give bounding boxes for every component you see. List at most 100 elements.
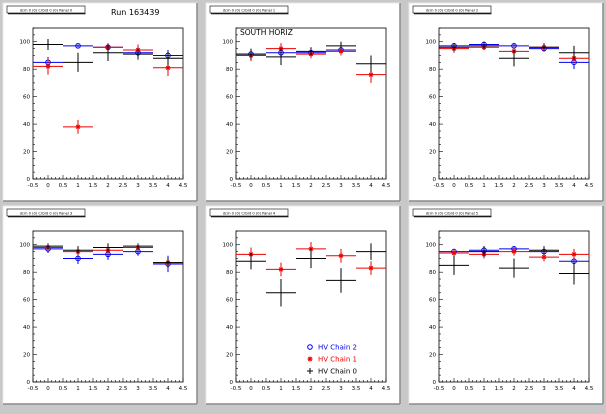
x-tick-label: 1 bbox=[482, 386, 486, 392]
y-tick-label: 0 bbox=[230, 380, 234, 386]
x-tick-label: 4.5 bbox=[179, 183, 188, 189]
panel-background bbox=[205, 205, 401, 405]
y-axis: 0 20 40 60 80 100 bbox=[426, 230, 443, 386]
data-point bbox=[236, 48, 266, 60]
panel-title: dcm 0 (0) Crbrd 0 (0) Panel 5 bbox=[426, 211, 478, 215]
y-tick-label: 100 bbox=[20, 243, 31, 249]
x-tick-label: 4 bbox=[369, 183, 373, 189]
panel-background bbox=[408, 2, 604, 202]
panel-title-box: dcm 0 (0) Crbrd 0 (0) Panel 0 bbox=[6, 5, 86, 15]
x-tick-label: 2.5 bbox=[119, 183, 128, 189]
x-axis: -0.5 0 0.5 1 1.5 2 2.5 3 3.5 4 4.5 bbox=[231, 175, 391, 189]
y-tick-label: 0 bbox=[433, 177, 437, 183]
x-tick-label: 3 bbox=[136, 183, 140, 189]
panel-title-box: dcm 0 (0) Crbrd 0 (0) Panel 1 bbox=[209, 5, 289, 15]
y-axis: 0 20 40 60 80 100 bbox=[426, 27, 443, 183]
point-marker bbox=[338, 253, 344, 259]
x-tick-label: 4.5 bbox=[585, 386, 594, 392]
plot-panel-6: dcm 0 (0) Crbrd 0 (0) Panel 5 02040608010… bbox=[408, 205, 604, 405]
x-tick-label: 2 bbox=[309, 183, 313, 189]
x-tick-label: -0.5 bbox=[28, 183, 39, 189]
x-tick-label: 2 bbox=[512, 183, 516, 189]
x-tick-label: 3 bbox=[339, 386, 343, 392]
data-point bbox=[326, 41, 356, 50]
data-point bbox=[266, 262, 296, 277]
x-tick-label: 4.5 bbox=[179, 386, 188, 392]
y-tick-label: 40 bbox=[226, 325, 233, 331]
y-tick-label: 0 bbox=[27, 380, 31, 386]
series-hv-chain-1 bbox=[439, 247, 589, 262]
y-tick-label: 80 bbox=[23, 67, 30, 73]
x-tick-label: -0.5 bbox=[231, 386, 242, 392]
y-tick-label: 20 bbox=[23, 150, 30, 156]
x-tick-label: 3.5 bbox=[352, 183, 361, 189]
point-marker bbox=[368, 72, 374, 78]
x-tick-label: 4 bbox=[572, 386, 576, 392]
x-tick-label: 4.5 bbox=[382, 386, 391, 392]
x-axis: -0.5 0 0.5 1 1.5 2 2.5 3 3.5 4 4.5 bbox=[28, 175, 188, 189]
y-tick-label: 40 bbox=[429, 122, 436, 128]
data-point bbox=[559, 262, 589, 285]
data-point bbox=[266, 279, 296, 307]
x-tick-label: 0 bbox=[46, 386, 50, 392]
x-tick-label: 0 bbox=[46, 183, 50, 189]
x-tick-label: -0.5 bbox=[434, 183, 445, 189]
y-tick-label: 100 bbox=[223, 243, 234, 249]
point-marker bbox=[338, 48, 344, 54]
y-tick-label: 0 bbox=[230, 177, 234, 183]
y-tick-label: 20 bbox=[23, 353, 30, 359]
panel-annotation: SOUTH HORIZ bbox=[240, 28, 293, 37]
point-marker bbox=[541, 254, 547, 260]
x-tick-label: 3.5 bbox=[352, 386, 361, 392]
legend-marker bbox=[307, 344, 313, 350]
x-tick-label: 0 bbox=[249, 183, 253, 189]
x-tick-label: 1 bbox=[279, 386, 283, 392]
data-point bbox=[153, 51, 183, 66]
data-point bbox=[559, 45, 589, 60]
x-tick-label: 4 bbox=[166, 386, 170, 392]
data-point bbox=[236, 252, 266, 270]
data-point bbox=[356, 261, 386, 275]
x-axis: -0.5 0 0.5 1 1.5 2 2.5 3 3.5 4 4.5 bbox=[28, 378, 188, 392]
data-point bbox=[439, 43, 469, 52]
y-tick-label: 80 bbox=[23, 270, 30, 276]
y-tick-label: 20 bbox=[429, 150, 436, 156]
data-point bbox=[33, 38, 63, 50]
point-marker bbox=[451, 250, 457, 256]
y-tick-label: 100 bbox=[20, 40, 31, 46]
y-tick-label: 60 bbox=[23, 95, 30, 101]
x-tick-label: 0 bbox=[452, 183, 456, 189]
y-tick-label: 60 bbox=[23, 298, 30, 304]
data-point bbox=[63, 246, 93, 255]
data-point bbox=[439, 248, 469, 258]
panel-background bbox=[205, 2, 401, 202]
point-marker bbox=[75, 43, 81, 49]
legend: HV Chain 2 HV Chain 1 HV Chain 0 bbox=[307, 344, 357, 376]
y-tick-label: 20 bbox=[226, 150, 233, 156]
legend-label: HV Chain 2 bbox=[318, 344, 357, 352]
x-tick-label: 0 bbox=[249, 386, 253, 392]
y-tick-label: 40 bbox=[226, 122, 233, 128]
data-point bbox=[266, 48, 296, 66]
data-point bbox=[326, 268, 356, 293]
y-tick-label: 80 bbox=[226, 67, 233, 73]
x-axis: -0.5 0 0.5 1 1.5 2 2.5 3 3.5 4 4.5 bbox=[231, 378, 391, 392]
y-axis: 0 20 40 60 80 100 bbox=[223, 27, 240, 183]
x-tick-label: 0 bbox=[452, 386, 456, 392]
x-tick-label: 3 bbox=[136, 386, 140, 392]
data-point bbox=[296, 47, 326, 56]
data-point bbox=[356, 66, 386, 83]
x-tick-label: 1.5 bbox=[495, 386, 504, 392]
y-tick-label: 60 bbox=[226, 95, 233, 101]
panel-title-box: dcm 0 (0) Crbrd 0 (0) Panel 3 bbox=[6, 208, 86, 218]
plot-panel-3: dcm 0 (0) Crbrd 0 (0) Panel 202040608010… bbox=[408, 2, 604, 202]
series-hv-chain-0 bbox=[33, 38, 183, 72]
data-point bbox=[356, 243, 386, 260]
x-tick-label: 3.5 bbox=[149, 183, 158, 189]
y-tick-label: 100 bbox=[426, 243, 437, 249]
panel-background bbox=[2, 205, 198, 405]
x-tick-label: 3.5 bbox=[555, 386, 564, 392]
y-axis: 0 20 40 60 80 100 bbox=[20, 27, 37, 183]
